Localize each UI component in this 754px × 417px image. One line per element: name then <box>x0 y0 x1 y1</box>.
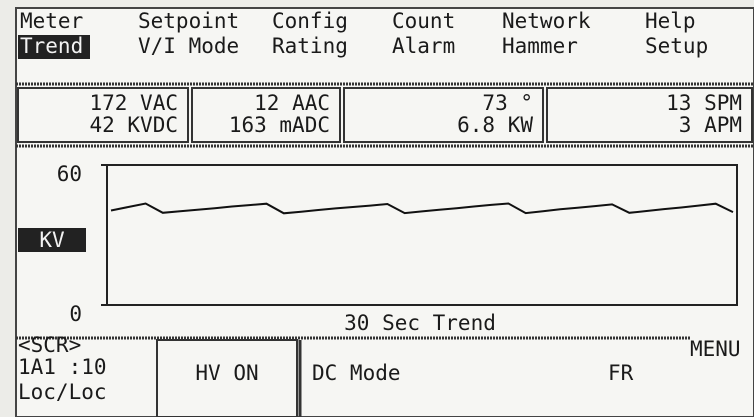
y-tick-label: 60 <box>57 162 82 186</box>
menu-item[interactable]: Config <box>272 9 348 33</box>
readout-cell <box>343 87 544 143</box>
readout-cell <box>17 87 189 143</box>
readout-cell <box>546 87 753 143</box>
readout-value: 172 VAC <box>89 91 178 115</box>
status-box <box>156 339 298 417</box>
menu-highlight <box>18 35 90 59</box>
menu-item[interactable]: Meter <box>20 9 83 33</box>
readout-value: 73 ° <box>482 91 533 115</box>
lcd-frame <box>15 7 754 417</box>
readout-value: 3 APM <box>679 113 742 137</box>
screen-label: <SCR> <box>18 333 81 357</box>
readout-value: 163 mADC <box>229 113 330 137</box>
menu-item[interactable]: Trend <box>20 34 83 58</box>
readout-value: 42 KVDC <box>89 113 178 137</box>
menu-item[interactable]: Setpoint <box>138 9 239 33</box>
menu-item[interactable]: Hammer <box>502 34 578 58</box>
menu-item[interactable]: Alarm <box>392 34 455 58</box>
unit-label: 1A1 :10 <box>18 355 107 379</box>
trend-plot-frame <box>106 164 738 306</box>
menu-item[interactable]: Count <box>392 9 455 33</box>
status-label: HV ON <box>195 361 258 385</box>
menu-item[interactable]: V/I Mode <box>138 34 239 58</box>
menu-item[interactable]: Setup <box>645 34 708 58</box>
trend-title: 30 Sec Trend <box>344 311 496 335</box>
readout-value: 13 SPM <box>666 91 742 115</box>
trend-line <box>110 202 734 215</box>
readout-cell <box>191 87 341 143</box>
menu-button[interactable]: MENU <box>690 337 741 361</box>
readout-value: 6.8 KW <box>457 113 533 137</box>
menu-item[interactable]: Network <box>502 9 591 33</box>
code-label: FR <box>608 361 634 385</box>
readout-value: 12 AAC <box>254 91 330 115</box>
ylabel-box <box>18 228 86 252</box>
y-tick-label: 0 <box>69 302 82 326</box>
menu-item[interactable]: Help <box>645 9 696 33</box>
y-axis-label: KV <box>39 228 65 252</box>
mode-label: DC Mode <box>312 361 401 385</box>
location-label: Loc/Loc <box>18 380 107 404</box>
menu-item[interactable]: Rating <box>272 34 348 58</box>
